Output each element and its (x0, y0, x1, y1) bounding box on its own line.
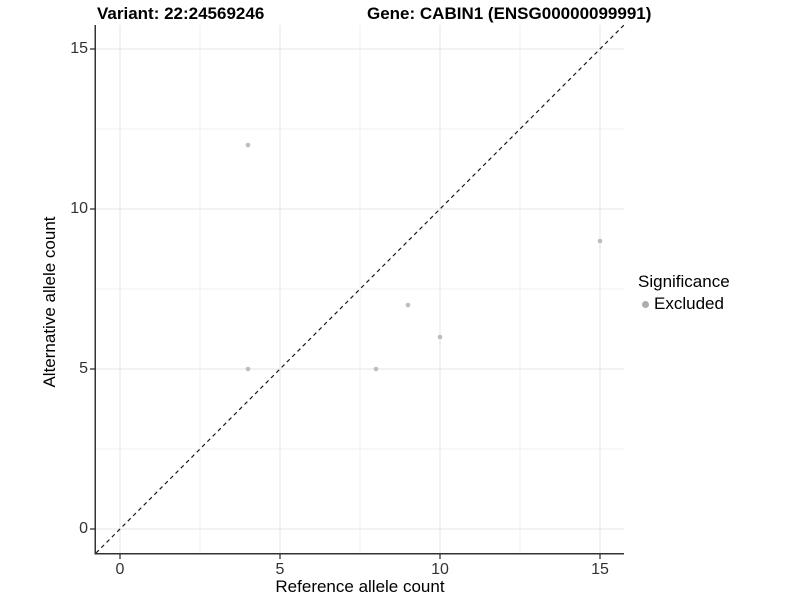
x-tick-label: 15 (591, 561, 609, 578)
data-point (245, 366, 251, 372)
legend-entry-label: Excluded (654, 294, 724, 313)
data-point (437, 334, 443, 340)
data-point (405, 302, 411, 308)
x-axis-title: Reference allele count (275, 577, 445, 596)
x-tick-label: 10 (431, 561, 449, 578)
x-tick-label: 0 (115, 561, 125, 578)
legend-point-swatch-icon (642, 300, 649, 308)
x-tick-label: 5 (275, 561, 285, 578)
legend: Significance Excluded (638, 272, 730, 314)
data-point (373, 366, 379, 372)
plot-title-variant: Variant: 22:24569246 (97, 4, 265, 23)
y-tick-label: 5 (79, 360, 88, 377)
y-tick-label: 15 (70, 40, 88, 57)
plot-title-gene: Gene: CABIN1 (ENSG00000099991) (367, 4, 652, 23)
y-axis-title: Alternative allele count (40, 216, 59, 388)
data-point (245, 142, 251, 148)
y-tick-label: 0 (79, 520, 88, 537)
y-tick-label: 10 (70, 200, 88, 217)
legend-entry: Excluded (638, 294, 730, 314)
legend-title: Significance (638, 272, 730, 291)
data-point (597, 238, 603, 244)
